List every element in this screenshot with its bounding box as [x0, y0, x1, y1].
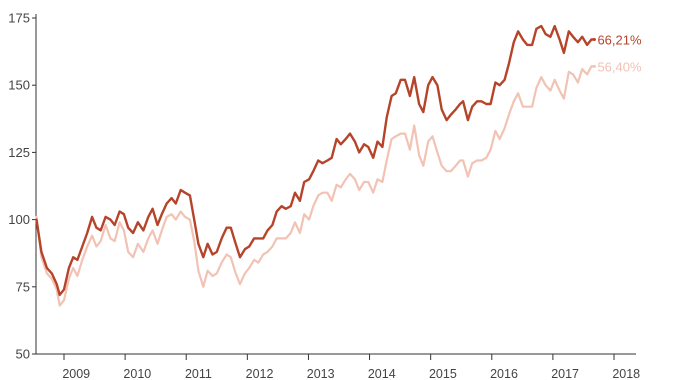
y-axis: 50 75 100 125 150 175: [8, 11, 37, 362]
x-tick-label: 2017: [551, 367, 579, 380]
x-tick-label: 2013: [307, 367, 335, 380]
series-end-label-1: 66,21%: [597, 33, 642, 48]
end-labels: 56,40% 66,21%: [597, 33, 642, 75]
series-end-label-2: 56,40%: [597, 59, 642, 74]
y-tick-label: 100: [8, 212, 30, 227]
x-tick-label: 2014: [368, 367, 396, 380]
x-tick-label: 2009: [62, 367, 90, 380]
x-tick-label: 2012: [246, 367, 274, 380]
x-tick-label: 2018: [612, 367, 640, 380]
y-tick-label: 150: [8, 78, 30, 93]
series-line-1: [35, 24, 596, 297]
y-tick-label: 50: [16, 347, 30, 362]
x-tick-label: 2010: [123, 367, 151, 380]
series-layer: [35, 24, 596, 307]
y-tick-label: 175: [8, 11, 30, 26]
y-tick-label: 125: [8, 145, 30, 160]
x-axis: 2009 2010 2011 2012 2013 2014 2015 2016 2017 2018: [36, 353, 640, 380]
x-tick-label: 2016: [490, 367, 518, 380]
series-end-point-2: [592, 64, 596, 68]
series-line-2: [35, 65, 596, 307]
x-tick-label: 2015: [429, 367, 457, 380]
y-tick-label: 75: [16, 279, 30, 294]
series-end-point-1: [592, 38, 596, 42]
x-tick-label: 2011: [185, 367, 212, 380]
